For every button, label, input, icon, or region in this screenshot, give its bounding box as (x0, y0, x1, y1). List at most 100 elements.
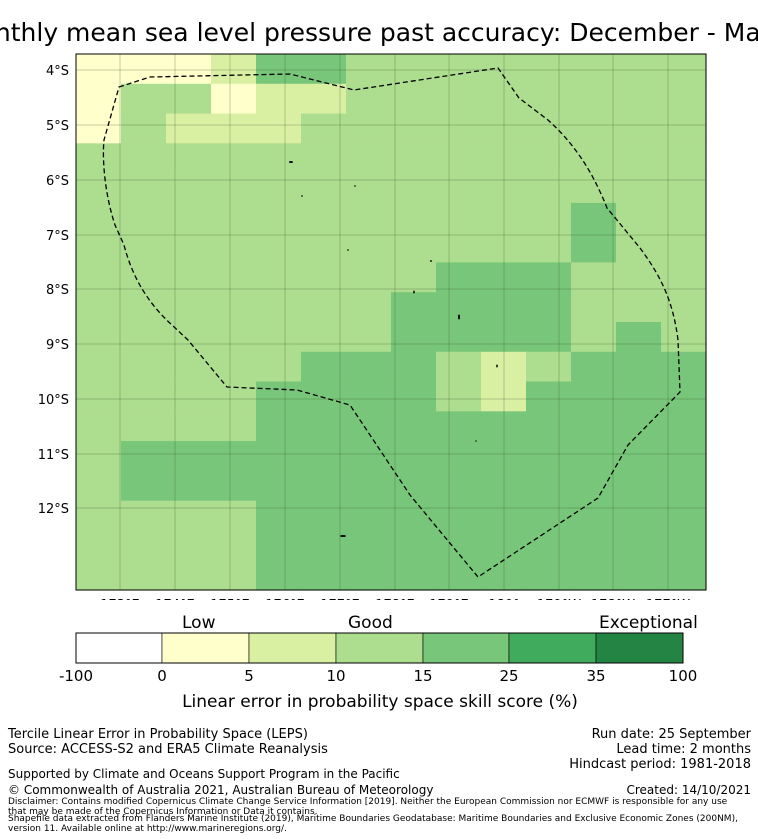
grid-cell (571, 351, 617, 383)
grid-cell (121, 262, 167, 293)
grid-cell (661, 262, 707, 293)
grid-cell (211, 173, 257, 204)
colorbar-segment (75, 632, 163, 664)
skill-grid (76, 54, 707, 591)
legend-category-exceptional: Exceptional (599, 613, 698, 633)
grid-cell (526, 500, 572, 532)
grid-cell (346, 322, 392, 353)
grid-cell (211, 351, 257, 383)
grid-cell (346, 530, 392, 561)
legend-category-good: Good (348, 613, 393, 633)
grid-cell (391, 322, 437, 353)
grid-cell (346, 470, 392, 502)
grid-cell (301, 560, 347, 591)
grid-cell (121, 143, 167, 174)
grid-cell (661, 143, 707, 174)
grid-cell (661, 322, 707, 353)
grid-cell (121, 202, 167, 234)
grid-cell (661, 411, 707, 442)
grid-cell (436, 232, 482, 264)
grid-cell (121, 530, 167, 561)
grid-cell (121, 351, 167, 383)
islands (289, 161, 498, 537)
grid-cell (616, 381, 662, 412)
longitude-label: 174°E (155, 598, 195, 600)
grid-cell (166, 232, 212, 264)
grid-cell (301, 292, 347, 323)
grid-cell (391, 530, 437, 561)
grid-cell (76, 530, 122, 561)
grid-cell (571, 292, 617, 323)
grid-cell (661, 530, 707, 561)
grid-cell (526, 54, 572, 85)
latitude-label: 6°S (46, 174, 69, 189)
colorbar-segment (335, 632, 424, 664)
grid-cell (301, 411, 347, 442)
grid-cell (571, 470, 617, 502)
grid-cell (661, 381, 707, 412)
grid-cell (166, 381, 212, 412)
grid-cell (616, 322, 662, 353)
grid-cell (76, 292, 122, 323)
grid-cell (256, 470, 302, 502)
grid-cell (526, 202, 572, 234)
grid-cell (616, 470, 662, 502)
grid-cell (256, 54, 302, 85)
grid-cell (166, 54, 212, 85)
grid-cell (346, 202, 392, 234)
latitude-label: 4°S (46, 64, 69, 79)
grid-cell (256, 530, 302, 561)
grid-cell (616, 202, 662, 234)
grid-cell (661, 202, 707, 234)
grid-cell (526, 262, 572, 293)
grid-cell (346, 262, 392, 293)
grid-cell (526, 381, 572, 412)
grid-cell (346, 411, 392, 442)
grid-cell (391, 292, 437, 323)
grid-cell (256, 292, 302, 323)
grid-cell (76, 173, 122, 204)
legend-category-low: Low (182, 613, 216, 633)
longitude-label: 173°E (100, 598, 140, 600)
grid-cell (616, 500, 662, 532)
grid-cell (391, 351, 437, 383)
grid-cell (526, 441, 572, 472)
grid-cell (166, 83, 212, 115)
grid-cell (211, 381, 257, 412)
grid-cell (346, 83, 392, 115)
grid-cell (436, 54, 482, 85)
grid-cell (301, 202, 347, 234)
colorbar-tick: 10 (326, 667, 346, 685)
grid-cell (256, 560, 302, 591)
latitude-label: 10°S (38, 393, 69, 408)
grid-cell (121, 500, 167, 532)
map-panel: 4°S 5°S 6°S 7°S 8°S 9°S 10°S 11°S 12°S 173°E 174°… (38, 53, 707, 613)
grid-cell (121, 381, 167, 412)
grid-cell (211, 143, 257, 174)
grid-cell (616, 292, 662, 323)
grid-cell (616, 54, 662, 85)
grid-cell (391, 500, 437, 532)
support-text: Supported by Climate and Oceans Support … (8, 767, 400, 781)
grid-cell (391, 411, 437, 442)
grid-cell (346, 54, 392, 85)
grid-cell (391, 441, 437, 472)
grid-cell (121, 322, 167, 353)
grid-cell (301, 232, 347, 264)
grid-cell (526, 351, 572, 383)
grid-cell (301, 83, 347, 115)
grid-cell (301, 173, 347, 204)
grid-cell (121, 232, 167, 264)
grid-cell (346, 500, 392, 532)
grid-cell (121, 113, 167, 144)
grid-cell (121, 83, 167, 115)
grid-cell (616, 351, 662, 383)
grid-cell (346, 292, 392, 323)
grid-cell (571, 441, 617, 472)
longitude-label: 178°E (375, 598, 415, 600)
longitude-label: 177°W (646, 598, 690, 600)
grid-cell (166, 351, 212, 383)
grid-cell (256, 441, 302, 472)
grid-cell (391, 560, 437, 591)
grid-cell (616, 441, 662, 472)
